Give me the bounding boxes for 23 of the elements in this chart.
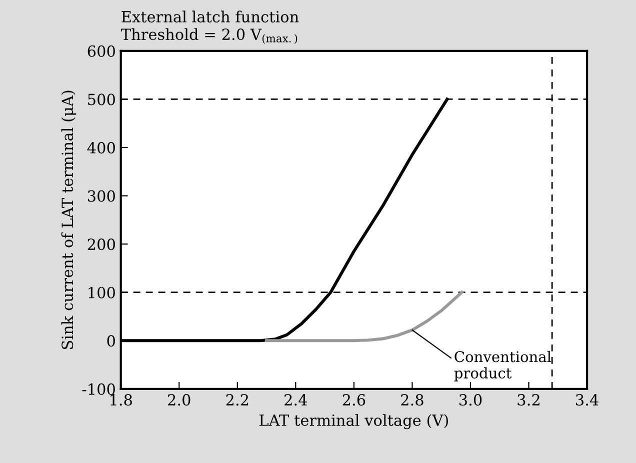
x-tick-label: 2.0 bbox=[168, 394, 190, 406]
y-tick-label: 400 bbox=[87, 142, 115, 154]
x-tick-label: 2.6 bbox=[342, 394, 366, 406]
y-tick-label: 200 bbox=[88, 238, 115, 250]
x-tick-label: 2.4 bbox=[284, 394, 308, 406]
y-tick-label: 500 bbox=[88, 94, 115, 106]
y-tick-label: -100 bbox=[82, 383, 115, 395]
x-tick-label: 3.2 bbox=[518, 394, 540, 406]
y-tick-label: 100 bbox=[88, 286, 115, 298]
chart-title: External latch function bbox=[122, 10, 299, 23]
chart-subtitle: Threshold = 2.0 V$_{(max.)}$ bbox=[120, 28, 298, 44]
x-axis-title: LAT terminal voltage (V) bbox=[260, 414, 448, 430]
x-tick-label: 3.0 bbox=[460, 394, 482, 406]
x-tick-label: 1.8 bbox=[110, 394, 132, 406]
x-tick-label: 2.8 bbox=[401, 394, 424, 406]
line-series bbox=[264, 290, 464, 342]
y-tick-label: 600 bbox=[88, 45, 115, 57]
x-tick-label: 3.4 bbox=[576, 394, 598, 406]
y-tick-label: 300 bbox=[88, 190, 115, 202]
y-tick-label: 0 bbox=[107, 335, 115, 347]
y-axis-title: Sink current of LAT terminal (μA) bbox=[61, 90, 76, 349]
x-tick-label: 2.2 bbox=[226, 394, 248, 406]
text: Conventional product bbox=[454, 350, 552, 382]
